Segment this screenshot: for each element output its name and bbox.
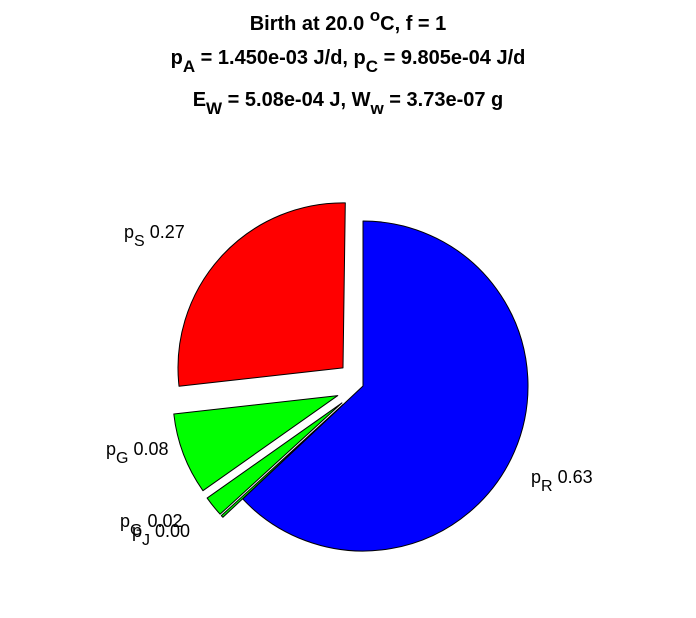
slice-label-pG: pG 0.02 bbox=[120, 511, 183, 539]
slice-label-pS: pS 0.27 bbox=[124, 222, 185, 250]
title-line-2-run: C bbox=[366, 57, 378, 76]
title-line-3-run: E bbox=[193, 89, 206, 111]
title-line-3-run: = 5.08e-04 J, W bbox=[222, 89, 371, 111]
title-line-2: pA = 1.450e-03 J/d, pC = 9.805e-04 J/d bbox=[171, 47, 526, 76]
pie-slice-pG bbox=[173, 395, 339, 492]
slice-label-pR: pR 0.63 bbox=[531, 467, 593, 495]
title-line-1-run: o bbox=[370, 6, 380, 25]
pie-slice-pJ bbox=[220, 403, 344, 518]
title-line-2-run: = 1.450e-03 J/d, p bbox=[195, 47, 366, 69]
title-line-3: EW = 5.08e-04 J, Ww = 3.73e-07 g bbox=[193, 89, 504, 118]
title-line-1-run: Birth at 20.0 bbox=[250, 13, 370, 35]
chart-title: Birth at 20.0 oC, f = 1 pA = 1.450e-03 J/… bbox=[171, 6, 526, 118]
title-line-1-run: C, f = 1 bbox=[380, 13, 446, 35]
title-line-2-run: A bbox=[183, 57, 195, 76]
pie-slice-pS bbox=[177, 202, 346, 387]
title-line-3-run: = 3.73e-07 g bbox=[384, 89, 504, 111]
title-line-3-run: w bbox=[370, 99, 385, 118]
pie-slice-pR bbox=[242, 220, 529, 552]
pie-slices bbox=[173, 202, 529, 552]
title-line-3-run: W bbox=[206, 99, 223, 118]
pie-slice-pG bbox=[206, 402, 343, 515]
title-line-2-run: p bbox=[171, 47, 183, 69]
slice-label-pJ: pJ 0.00 bbox=[132, 521, 190, 549]
slice-label-pG: pG 0.08 bbox=[106, 439, 169, 467]
title-line-2-run: = 9.805e-04 J/d bbox=[378, 47, 525, 69]
title-line-1: Birth at 20.0 oC, f = 1 bbox=[250, 6, 447, 35]
